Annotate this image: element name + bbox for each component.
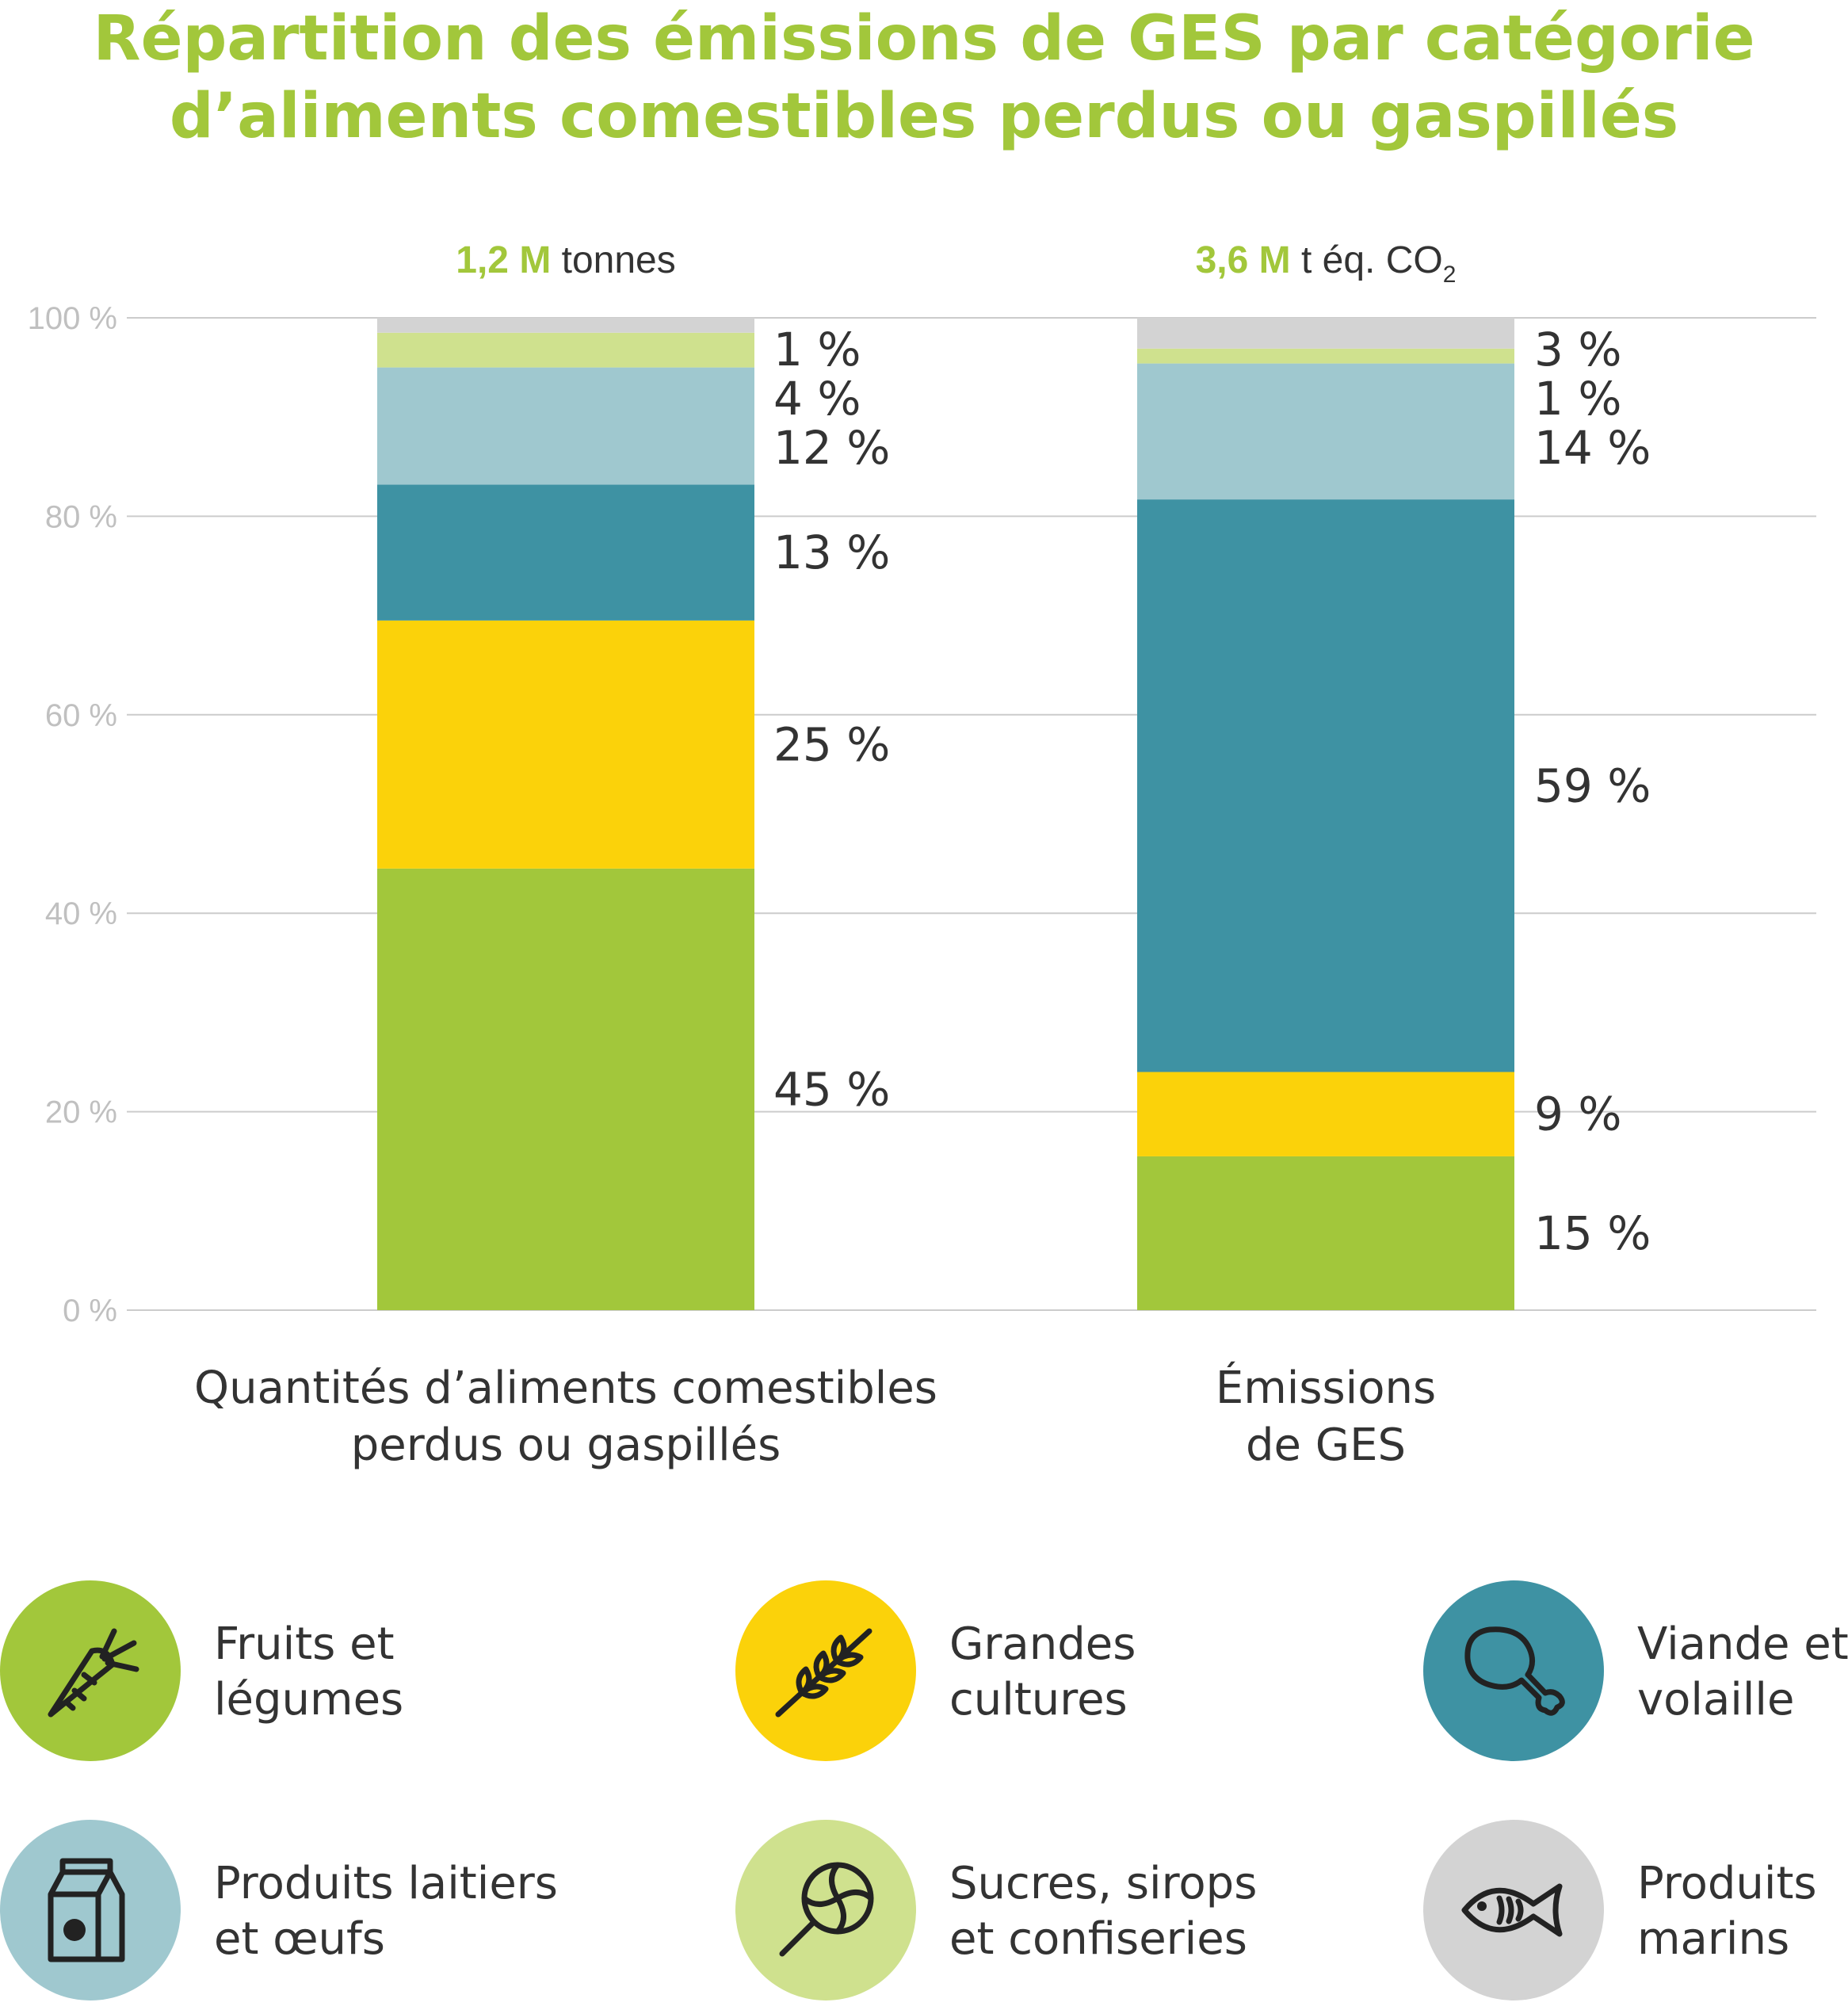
legend-swatch-produits-laitiers (0, 1820, 181, 2000)
bar-segment-0-0 (377, 868, 754, 1310)
data-label-0-5: 1 % (773, 323, 861, 376)
bar-total-label-1: 3,6 M t éq. CO2 (1196, 239, 1457, 288)
y-tick-label-0: 0 % (63, 1294, 117, 1328)
legend-item-grandes-cultures: Grandes cultures (735, 1580, 1338, 1771)
category-label-1-line-0: Émissions (1216, 1362, 1436, 1414)
bar-segment-1-0 (1137, 1156, 1514, 1310)
bar-segment-1-5 (1137, 318, 1514, 349)
legend-item-produits-marins: Produits marins (1423, 1820, 1848, 2010)
legend-item-sucres-sirops: Sucres, sirops et confiseries (735, 1820, 1338, 2010)
legend-swatch-viande-volaille (1423, 1580, 1604, 1761)
milk-carton-icon (48, 1858, 125, 1962)
data-label-0-2: 13 % (773, 525, 890, 579)
bar-total-value-1: 3,6 M (1196, 239, 1291, 281)
bar-total-unit-0: tonnes (551, 239, 675, 281)
data-label-1-3: 14 % (1534, 421, 1651, 475)
bar-total-subscript-1: 2 (1443, 262, 1457, 288)
y-tick-label-20: 20 % (45, 1095, 117, 1130)
bar-segment-0-3 (377, 367, 754, 485)
bar-segment-0-2 (377, 484, 754, 621)
legend-label-sucres-sirops: Sucres, sirops et confiseries (949, 1858, 1258, 1965)
y-tick-label-40: 40 % (45, 896, 117, 931)
lollipop-icon (779, 1862, 874, 1957)
chart-title: Répartition des émissions de GES par cat… (0, 0, 1848, 155)
category-label-1-line-1: de GES (1246, 1420, 1406, 1471)
bar-segment-0-4 (377, 332, 754, 368)
category-label-0-line-0: Quantités d’aliments comestibles (194, 1362, 937, 1414)
carrot-icon (48, 1628, 139, 1718)
data-label-0-4: 4 % (773, 372, 861, 426)
category-label-0-line-1: perdus ou gaspillés (351, 1420, 781, 1471)
stacked-bar-chart: 0 % 20 % 40 % 60 % 80 % 100 % 45 % 25 % 13 % 12 … (28, 239, 1816, 1471)
bar-total-labels: 1,2 M tonnes 3,6 M t éq. CO2 (456, 239, 1456, 288)
y-axis-ticks: 0 % 20 % 40 % 60 % 80 % 100 % (28, 301, 117, 1328)
data-label-1-1: 9 % (1534, 1087, 1621, 1141)
fish-icon (1461, 1883, 1563, 1937)
bar-total-value-0: 1,2 M (456, 239, 551, 281)
legend-label-fruits-legumes: Fruits et légumes (214, 1618, 404, 1725)
legend-swatch-sucres-sirops (735, 1820, 916, 2000)
bars (377, 318, 1514, 1310)
legend-label-grandes-cultures: Grandes cultures (949, 1618, 1136, 1725)
bar-segment-1-2 (1137, 499, 1514, 1072)
chart-title-line-2: d’aliments comestibles perdus ou gaspill… (169, 81, 1679, 152)
data-label-1-5: 3 % (1534, 323, 1621, 376)
data-label-1-4: 1 % (1534, 372, 1621, 426)
category-labels: Quantités d’aliments comestibles perdus o… (194, 1362, 1436, 1471)
data-label-1-2: 59 % (1534, 759, 1651, 812)
legend-label-produits-laitiers: Produits laitiers et œufs (214, 1858, 558, 1965)
drumstick-icon (1464, 1626, 1565, 1716)
legend-label-produits-marins: Produits marins (1637, 1858, 1817, 1965)
bar-segment-1-3 (1137, 363, 1514, 500)
bar-segment-1-1 (1137, 1072, 1514, 1156)
bar-total-label-0: 1,2 M tonnes (456, 239, 676, 281)
legend-item-fruits-legumes: Fruits et légumes (0, 1580, 602, 1771)
y-tick-label-60: 60 % (45, 698, 117, 733)
data-label-1-0: 15 % (1534, 1206, 1651, 1260)
data-label-0-1: 25 % (773, 717, 890, 771)
data-label-0-3: 12 % (773, 421, 890, 475)
legend-swatch-produits-marins (1423, 1820, 1604, 2000)
wheat-icon (775, 1628, 872, 1718)
legend-swatch-grandes-cultures (735, 1580, 916, 1761)
data-label-0-0: 45 % (773, 1062, 890, 1116)
y-tick-label-100: 100 % (28, 301, 117, 336)
y-tick-label-80: 80 % (45, 499, 117, 534)
bar-segment-0-5 (377, 318, 754, 333)
data-labels: 45 %25 %13 %12 %4 %1 %15 %9 %59 %14 %1 %… (773, 323, 1651, 1260)
legend-item-produits-laitiers: Produits laitiers et œufs (0, 1820, 602, 2010)
legend-swatch-fruits-legumes (0, 1580, 181, 1761)
legend-item-viande-volaille: Viande et volaille (1423, 1580, 1848, 1771)
bar-segment-1-4 (1137, 348, 1514, 364)
bar-segment-0-1 (377, 620, 754, 869)
legend-label-viande-volaille: Viande et volaille (1637, 1618, 1848, 1725)
chart-title-line-1: Répartition des émissions de GES par cat… (93, 3, 1755, 75)
bar-total-unit-1: t éq. CO (1291, 239, 1443, 281)
